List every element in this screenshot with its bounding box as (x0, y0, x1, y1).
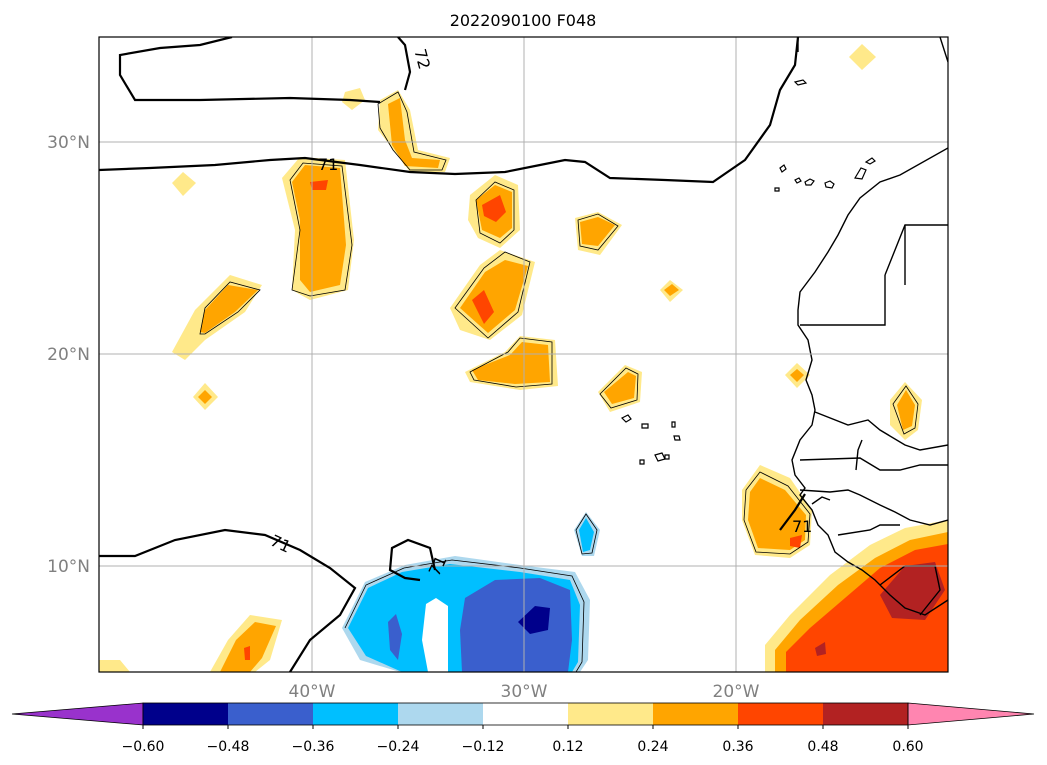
lon-label-20w: 20°W (713, 682, 760, 702)
colorbar-segment (313, 703, 398, 725)
colorbar: −0.60 −0.48 −0.36 −0.24 −0.12 0.12 0.24 0.36 0.4… (11, 702, 1035, 755)
longitude-labels: 40°W 30°W 20°W (289, 682, 760, 702)
lat-label-10n: 10°N (47, 557, 90, 577)
lon-label-30w: 30°W (501, 682, 548, 702)
colorbar-tick-label: −0.12 (462, 739, 505, 755)
colorbar-segment (568, 703, 653, 725)
colorbar-segment (483, 703, 568, 725)
colorbar-tick-label: 0.24 (637, 739, 668, 755)
lat-label-20n: 20°N (47, 345, 90, 365)
colorbar-segment (653, 703, 738, 725)
colorbar-tick-label: −0.60 (122, 739, 165, 755)
graticule (99, 37, 948, 672)
coastlines (791, 37, 948, 616)
colorbar-tick-label: −0.24 (377, 739, 420, 755)
contour-label-72: 72 (410, 47, 434, 72)
height-contours (99, 37, 806, 672)
colorbar-extend-high (907, 702, 1035, 726)
colorbar-extend-low (11, 702, 144, 726)
colorbar-tick-label: 0.12 (552, 739, 583, 755)
colorbar-segment (143, 703, 228, 725)
colorbar-segment (228, 703, 313, 725)
latitude-labels: 30°N 20°N 10°N (47, 133, 90, 577)
map-title: 2022090100 F048 (450, 11, 597, 30)
map-frame (98, 36, 949, 673)
lon-label-40w: 40°W (289, 682, 336, 702)
colorbar-tick-label: −0.36 (292, 739, 335, 755)
colorbar-frame (142, 702, 909, 726)
colorbar-segment (738, 703, 823, 725)
lat-label-30n: 30°N (47, 133, 90, 153)
negative-anomaly-fills (342, 512, 600, 672)
map-content: 72 71 71 71 71 (99, 37, 948, 672)
colorbar-tick-label: 0.36 (722, 739, 753, 755)
fill-outlines (199, 91, 919, 672)
colorbar-tick-label: −0.48 (207, 739, 250, 755)
islands (620, 79, 876, 465)
colorbar-tick-label: 0.48 (807, 739, 838, 755)
positive-anomaly-fills (99, 44, 948, 672)
colorbar-tick-label: 0.60 (892, 739, 923, 755)
colorbar-segment (823, 703, 908, 725)
colorbar-segment (398, 703, 483, 725)
contour-label-71-coast: 71 (792, 517, 812, 536)
contour-label-71-north: 71 (318, 155, 338, 174)
